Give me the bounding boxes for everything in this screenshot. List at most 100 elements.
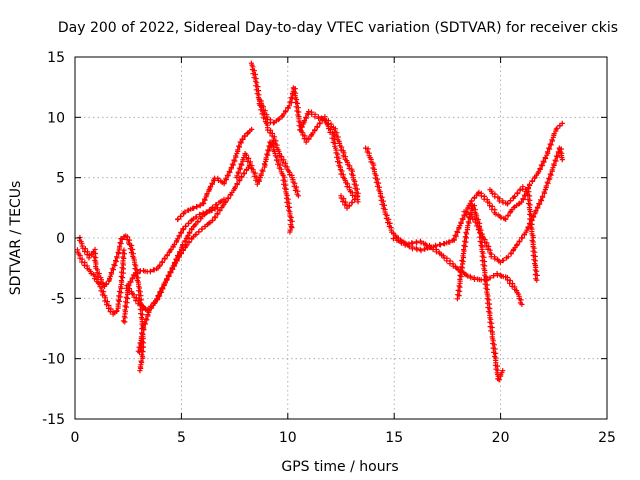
data-point bbox=[286, 103, 292, 109]
data-point bbox=[191, 205, 197, 211]
data-point bbox=[548, 172, 554, 178]
data-point bbox=[175, 216, 181, 222]
data-point bbox=[224, 172, 230, 178]
data-point bbox=[386, 216, 392, 222]
data-point bbox=[451, 236, 457, 242]
data-point bbox=[247, 159, 253, 165]
data-point bbox=[476, 223, 482, 230]
data-point bbox=[541, 159, 547, 165]
data-point bbox=[457, 268, 463, 274]
data-point bbox=[387, 220, 393, 226]
y-axis-title: SDTVAR / TECUs bbox=[8, 181, 24, 296]
data-point bbox=[381, 202, 387, 208]
data-point bbox=[176, 233, 182, 239]
data-point bbox=[134, 270, 140, 276]
data-point bbox=[210, 217, 216, 223]
x-tick-label: 0 bbox=[71, 430, 80, 446]
x-tick-labels: 0 5 10 15 20 25 bbox=[71, 430, 616, 446]
data-point bbox=[487, 275, 493, 281]
data-point bbox=[292, 187, 298, 193]
data-point bbox=[129, 242, 135, 249]
data-point bbox=[238, 140, 244, 146]
data-point bbox=[519, 235, 525, 241]
data-point bbox=[363, 145, 369, 151]
data-point bbox=[111, 262, 117, 268]
data-point bbox=[459, 257, 465, 264]
data-point bbox=[252, 170, 258, 176]
data-point bbox=[553, 158, 559, 164]
data-point bbox=[236, 165, 242, 171]
data-point bbox=[534, 277, 540, 283]
data-point bbox=[182, 209, 188, 215]
data-point bbox=[267, 139, 273, 145]
data-point bbox=[346, 165, 352, 172]
data-point bbox=[180, 226, 186, 232]
data-point bbox=[102, 295, 109, 301]
data-point bbox=[225, 195, 231, 201]
data-point bbox=[484, 240, 490, 246]
data-point bbox=[236, 144, 243, 150]
data-point bbox=[379, 194, 385, 200]
data-point bbox=[532, 258, 539, 264]
data-point bbox=[264, 151, 270, 157]
data-point bbox=[293, 184, 300, 190]
data-point bbox=[232, 158, 238, 164]
data-point bbox=[422, 246, 428, 252]
data-point bbox=[282, 178, 288, 184]
data-point bbox=[409, 246, 416, 252]
data-point bbox=[332, 126, 338, 132]
data-point bbox=[456, 283, 462, 289]
data-point bbox=[236, 170, 242, 176]
data-point bbox=[182, 223, 189, 229]
data-point bbox=[536, 201, 542, 207]
data-point bbox=[193, 214, 199, 220]
data-point bbox=[119, 265, 125, 271]
data-point bbox=[385, 219, 391, 226]
data-point bbox=[237, 166, 244, 172]
data-point bbox=[175, 252, 181, 259]
data-point bbox=[235, 169, 241, 175]
data-point bbox=[354, 194, 360, 200]
data-point bbox=[287, 99, 293, 105]
data-point bbox=[437, 242, 444, 248]
data-point bbox=[144, 317, 150, 323]
data-point bbox=[246, 162, 253, 168]
data-point bbox=[174, 257, 180, 263]
data-point bbox=[123, 299, 129, 305]
data-point bbox=[486, 243, 492, 249]
series-track bbox=[77, 233, 147, 374]
data-point bbox=[539, 193, 545, 199]
data-point bbox=[312, 127, 318, 133]
data-point bbox=[86, 255, 92, 261]
y-tick-label: 0 bbox=[56, 231, 65, 247]
data-point bbox=[263, 155, 269, 161]
data-point bbox=[117, 240, 123, 246]
data-point bbox=[143, 316, 149, 322]
data-point bbox=[281, 157, 287, 163]
data-point bbox=[376, 180, 382, 186]
data-point bbox=[336, 155, 342, 161]
data-point bbox=[551, 131, 557, 137]
data-point bbox=[287, 229, 293, 235]
data-point bbox=[214, 210, 220, 217]
data-point bbox=[137, 340, 143, 346]
data-point bbox=[255, 84, 261, 90]
data-point bbox=[451, 237, 457, 243]
data-point bbox=[355, 199, 361, 205]
data-point bbox=[196, 229, 202, 235]
data-point bbox=[519, 301, 525, 307]
data-point bbox=[293, 97, 300, 103]
data-point bbox=[447, 239, 453, 245]
data-point bbox=[136, 344, 142, 350]
data-point bbox=[383, 215, 389, 221]
data-point bbox=[474, 220, 481, 226]
data-point bbox=[95, 274, 101, 280]
data-point bbox=[540, 158, 546, 164]
data-point bbox=[384, 212, 390, 218]
data-point bbox=[103, 281, 109, 287]
series-track bbox=[74, 247, 127, 317]
data-point bbox=[114, 254, 120, 260]
data-point bbox=[380, 198, 386, 204]
data-point bbox=[269, 133, 275, 139]
data-point bbox=[487, 203, 493, 209]
